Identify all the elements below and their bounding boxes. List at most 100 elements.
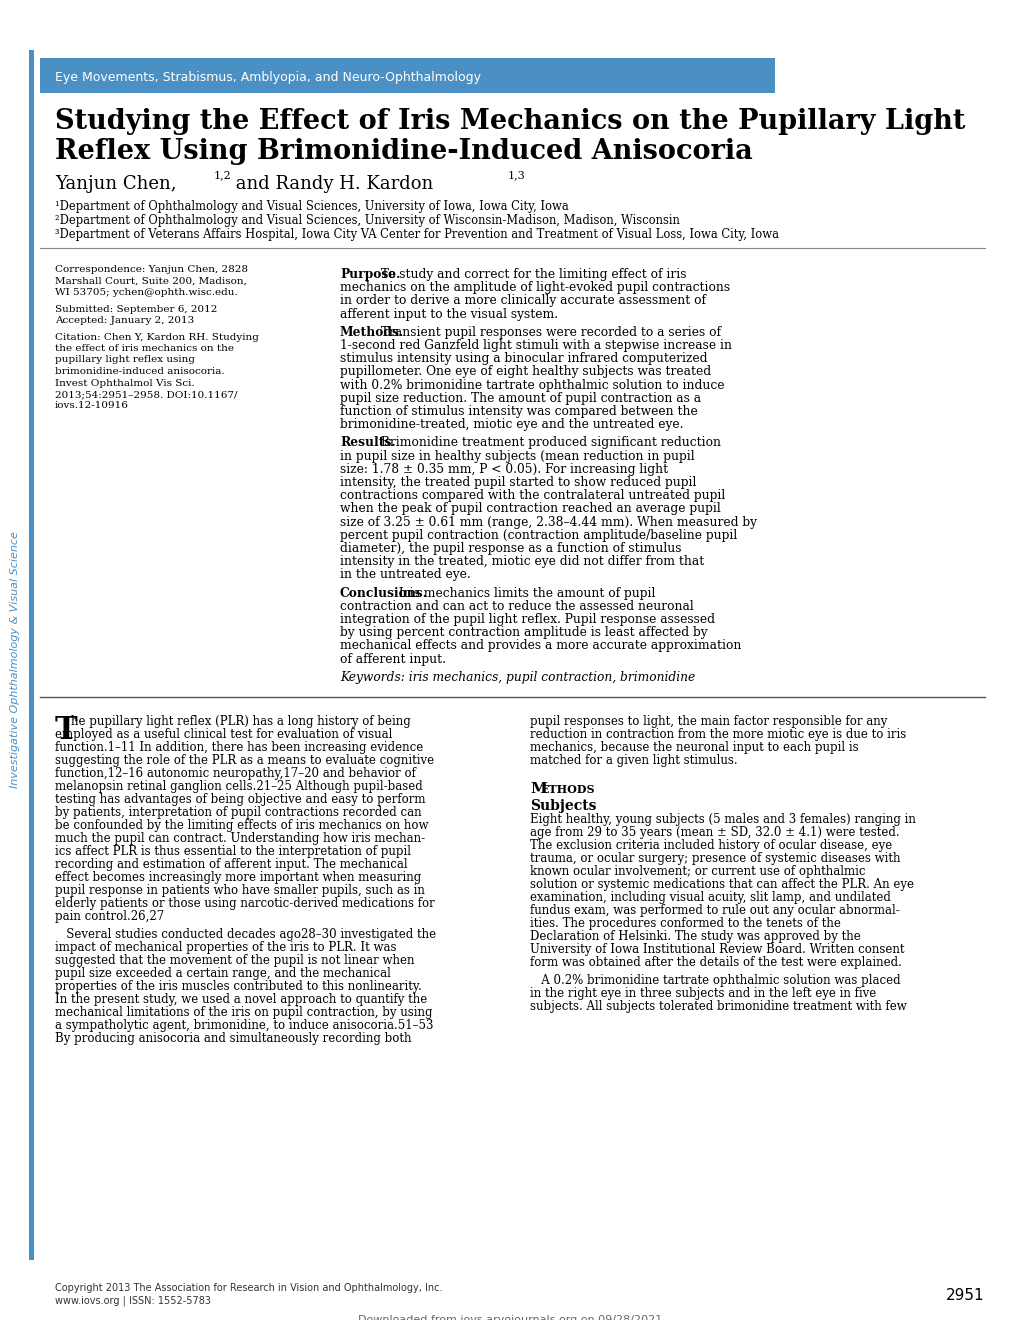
Text: Yanjun Chen,: Yanjun Chen, <box>55 176 176 193</box>
Text: Eye Movements, Strabismus, Amblyopia, and Neuro-Ophthalmology: Eye Movements, Strabismus, Amblyopia, an… <box>55 70 481 83</box>
Text: By producing anisocoria and simultaneously recording both: By producing anisocoria and simultaneous… <box>55 1032 411 1045</box>
Text: The exclusion criteria included history of ocular disease, eye: The exclusion criteria included history … <box>530 840 892 851</box>
Text: melanopsin retinal ganglion cells.21–25 Although pupil-based: melanopsin retinal ganglion cells.21–25 … <box>55 780 422 793</box>
Text: integration of the pupil light reflex. Pupil response assessed: integration of the pupil light reflex. P… <box>339 612 714 626</box>
Text: Conclusions.: Conclusions. <box>339 586 427 599</box>
Text: solution or systemic medications that can affect the PLR. An eye: solution or systemic medications that ca… <box>530 878 913 891</box>
Text: intensity, the treated pupil started to show reduced pupil: intensity, the treated pupil started to … <box>339 477 696 488</box>
Text: Eight healthy, young subjects (5 males and 3 females) ranging in: Eight healthy, young subjects (5 males a… <box>530 813 915 826</box>
Text: 1-second red Ganzfeld light stimuli with a stepwise increase in: 1-second red Ganzfeld light stimuli with… <box>339 339 732 352</box>
Text: age from 29 to 35 years (mean ± SD, 32.0 ± 4.1) were tested.: age from 29 to 35 years (mean ± SD, 32.0… <box>530 826 899 840</box>
Text: with 0.2% brimonidine tartrate ophthalmic solution to induce: with 0.2% brimonidine tartrate ophthalmi… <box>339 379 723 392</box>
Text: known ocular involvement; or current use of ophthalmic: known ocular involvement; or current use… <box>530 865 865 878</box>
Text: contractions compared with the contralateral untreated pupil: contractions compared with the contralat… <box>339 490 725 502</box>
Text: ¹Department of Ophthalmology and Visual Sciences, University of Iowa, Iowa City,: ¹Department of Ophthalmology and Visual … <box>55 201 569 213</box>
Text: 2013;54:2951–2958. DOI:10.1167/: 2013;54:2951–2958. DOI:10.1167/ <box>55 389 237 399</box>
Text: elderly patients or those using narcotic-derived medications for: elderly patients or those using narcotic… <box>55 898 434 909</box>
Text: by using percent contraction amplitude is least affected by: by using percent contraction amplitude i… <box>339 626 707 639</box>
Text: Submitted: September 6, 2012: Submitted: September 6, 2012 <box>55 305 217 314</box>
Text: properties of the iris muscles contributed to this nonlinearity.: properties of the iris muscles contribut… <box>55 979 421 993</box>
Text: pupillary light reflex using: pupillary light reflex using <box>55 355 195 364</box>
Text: Copyright 2013 The Association for Research in Vision and Ophthalmology, Inc.: Copyright 2013 The Association for Resea… <box>55 1283 442 1294</box>
Text: mechanical limitations of the iris on pupil contraction, by using: mechanical limitations of the iris on pu… <box>55 1006 432 1019</box>
Text: in the untreated eye.: in the untreated eye. <box>339 569 471 581</box>
Text: Several studies conducted decades ago28–30 investigated the: Several studies conducted decades ago28–… <box>55 928 436 941</box>
Text: reduction in contraction from the more miotic eye is due to iris: reduction in contraction from the more m… <box>530 729 905 741</box>
Text: T: T <box>55 715 77 746</box>
Text: 1,2: 1,2 <box>214 170 231 180</box>
Text: subjects. All subjects tolerated brimonidine treatment with few: subjects. All subjects tolerated brimoni… <box>530 1001 906 1012</box>
Text: and Randy H. Kardon: and Randy H. Kardon <box>229 176 433 193</box>
Text: ities. The procedures conformed to the tenets of the: ities. The procedures conformed to the t… <box>530 917 840 931</box>
Text: www.iovs.org | ISSN: 1552-5783: www.iovs.org | ISSN: 1552-5783 <box>55 1295 211 1305</box>
Text: University of Iowa Institutional Review Board. Written consent: University of Iowa Institutional Review … <box>530 942 904 956</box>
Text: ETHODS: ETHODS <box>540 784 595 795</box>
Text: A 0.2% brimonidine tartrate ophthalmic solution was placed: A 0.2% brimonidine tartrate ophthalmic s… <box>530 974 900 987</box>
Text: when the peak of pupil contraction reached an average pupil: when the peak of pupil contraction reach… <box>339 503 720 515</box>
Text: Marshall Court, Suite 200, Madison,: Marshall Court, Suite 200, Madison, <box>55 276 247 285</box>
Text: the effect of iris mechanics on the: the effect of iris mechanics on the <box>55 345 233 352</box>
Text: pain control.26,27: pain control.26,27 <box>55 909 164 923</box>
Text: size: 1.78 ± 0.35 mm, P < 0.05). For increasing light: size: 1.78 ± 0.35 mm, P < 0.05). For inc… <box>339 463 667 475</box>
Text: function,12–16 autonomic neuropathy,17–20 and behavior of: function,12–16 autonomic neuropathy,17–2… <box>55 767 416 780</box>
Text: impact of mechanical properties of the iris to PLR. It was: impact of mechanical properties of the i… <box>55 941 396 954</box>
Text: Downloaded from iovs.arvojournals.org on 09/28/2021: Downloaded from iovs.arvojournals.org on… <box>358 1315 661 1320</box>
Text: In the present study, we used a novel approach to quantify the: In the present study, we used a novel ap… <box>55 993 427 1006</box>
Bar <box>40 58 774 92</box>
Text: in order to derive a more clinically accurate assessment of: in order to derive a more clinically acc… <box>339 294 705 308</box>
Text: Citation: Chen Y, Kardon RH. Studying: Citation: Chen Y, Kardon RH. Studying <box>55 333 259 342</box>
Text: Subjects: Subjects <box>530 799 596 813</box>
Text: ³Department of Veterans Affairs Hospital, Iowa City VA Center for Prevention and: ³Department of Veterans Affairs Hospital… <box>55 228 779 242</box>
Text: matched for a given light stimulus.: matched for a given light stimulus. <box>530 754 737 767</box>
Text: mechanics on the amplitude of light-evoked pupil contractions: mechanics on the amplitude of light-evok… <box>339 281 730 294</box>
Text: brimonidine-induced anisocoria.: brimonidine-induced anisocoria. <box>55 367 224 376</box>
Text: suggested that the movement of the pupil is not linear when: suggested that the movement of the pupil… <box>55 954 414 968</box>
Text: M: M <box>530 781 546 796</box>
Text: suggesting the role of the PLR as a means to evaluate cognitive: suggesting the role of the PLR as a mean… <box>55 754 434 767</box>
Text: Investigative Ophthalmology & Visual Science: Investigative Ophthalmology & Visual Sci… <box>10 532 20 788</box>
Text: Methods.: Methods. <box>339 326 404 339</box>
Text: a sympatholytic agent, brimonidine, to induce anisocoria.51–53: a sympatholytic agent, brimonidine, to i… <box>55 1019 433 1032</box>
Text: fundus exam, was performed to rule out any ocular abnormal-: fundus exam, was performed to rule out a… <box>530 904 899 917</box>
Text: Declaration of Helsinki. The study was approved by the: Declaration of Helsinki. The study was a… <box>530 931 860 942</box>
Text: intensity in the treated, miotic eye did not differ from that: intensity in the treated, miotic eye did… <box>339 556 703 568</box>
Text: trauma, or ocular surgery; presence of systemic diseases with: trauma, or ocular surgery; presence of s… <box>530 851 900 865</box>
Text: be confounded by the limiting effects of iris mechanics on how: be confounded by the limiting effects of… <box>55 818 428 832</box>
Text: testing has advantages of being objective and easy to perform: testing has advantages of being objectiv… <box>55 793 425 807</box>
Text: stimulus intensity using a binocular infrared computerized: stimulus intensity using a binocular inf… <box>339 352 707 366</box>
Text: diameter), the pupil response as a function of stimulus: diameter), the pupil response as a funct… <box>339 543 681 554</box>
Text: recording and estimation of afferent input. The mechanical: recording and estimation of afferent inp… <box>55 858 408 871</box>
Text: form was obtained after the details of the test were explained.: form was obtained after the details of t… <box>530 956 901 969</box>
Text: Accepted: January 2, 2013: Accepted: January 2, 2013 <box>55 315 194 325</box>
Text: ics affect PLR is thus essential to the interpretation of pupil: ics affect PLR is thus essential to the … <box>55 845 411 858</box>
Text: To study and correct for the limiting effect of iris: To study and correct for the limiting ef… <box>376 268 686 281</box>
Text: Reflex Using Brimonidine-Induced Anisocoria: Reflex Using Brimonidine-Induced Anisoco… <box>55 139 752 165</box>
Text: pupillometer. One eye of eight healthy subjects was treated: pupillometer. One eye of eight healthy s… <box>339 366 710 379</box>
Text: function.1–11 In addition, there has been increasing evidence: function.1–11 In addition, there has bee… <box>55 741 423 754</box>
Text: in the right eye in three subjects and in the left eye in five: in the right eye in three subjects and i… <box>530 987 875 1001</box>
Text: mechanical effects and provides a more accurate approximation: mechanical effects and provides a more a… <box>339 639 741 652</box>
Text: ²Department of Ophthalmology and Visual Sciences, University of Wisconsin-Madiso: ²Department of Ophthalmology and Visual … <box>55 214 680 227</box>
Text: pupil size reduction. The amount of pupil contraction as a: pupil size reduction. The amount of pupi… <box>339 392 700 405</box>
Text: Keywords: iris mechanics, pupil contraction, brimonidine: Keywords: iris mechanics, pupil contract… <box>339 671 695 684</box>
Text: contraction and can act to reduce the assessed neuronal: contraction and can act to reduce the as… <box>339 599 693 612</box>
Text: Iris mechanics limits the amount of pupil: Iris mechanics limits the amount of pupi… <box>394 586 654 599</box>
Text: Correspondence: Yanjun Chen, 2828: Correspondence: Yanjun Chen, 2828 <box>55 265 248 275</box>
Text: Studying the Effect of Iris Mechanics on the Pupillary Light: Studying the Effect of Iris Mechanics on… <box>55 108 964 135</box>
Text: Results.: Results. <box>339 437 395 449</box>
Text: he pupillary light reflex (PLR) has a long history of being: he pupillary light reflex (PLR) has a lo… <box>71 715 411 729</box>
Text: pupil response in patients who have smaller pupils, such as in: pupil response in patients who have smal… <box>55 884 425 898</box>
Text: much the pupil can contract. Understanding how iris mechan-: much the pupil can contract. Understandi… <box>55 832 425 845</box>
Text: WI 53705; ychen@ophth.wisc.edu.: WI 53705; ychen@ophth.wisc.edu. <box>55 288 237 297</box>
Text: of afferent input.: of afferent input. <box>339 652 445 665</box>
Text: iovs.12-10916: iovs.12-10916 <box>55 401 128 411</box>
Text: function of stimulus intensity was compared between the: function of stimulus intensity was compa… <box>339 405 697 418</box>
Text: pupil size exceeded a certain range, and the mechanical: pupil size exceeded a certain range, and… <box>55 968 390 979</box>
Text: 2951: 2951 <box>946 1288 984 1303</box>
Text: in pupil size in healthy subjects (mean reduction in pupil: in pupil size in healthy subjects (mean … <box>339 450 694 462</box>
Text: Purpose.: Purpose. <box>339 268 400 281</box>
Text: pupil responses to light, the main factor responsible for any: pupil responses to light, the main facto… <box>530 715 887 729</box>
Text: afferent input to the visual system.: afferent input to the visual system. <box>339 308 557 321</box>
Bar <box>29 50 34 1261</box>
Text: Transient pupil responses were recorded to a series of: Transient pupil responses were recorded … <box>376 326 719 339</box>
